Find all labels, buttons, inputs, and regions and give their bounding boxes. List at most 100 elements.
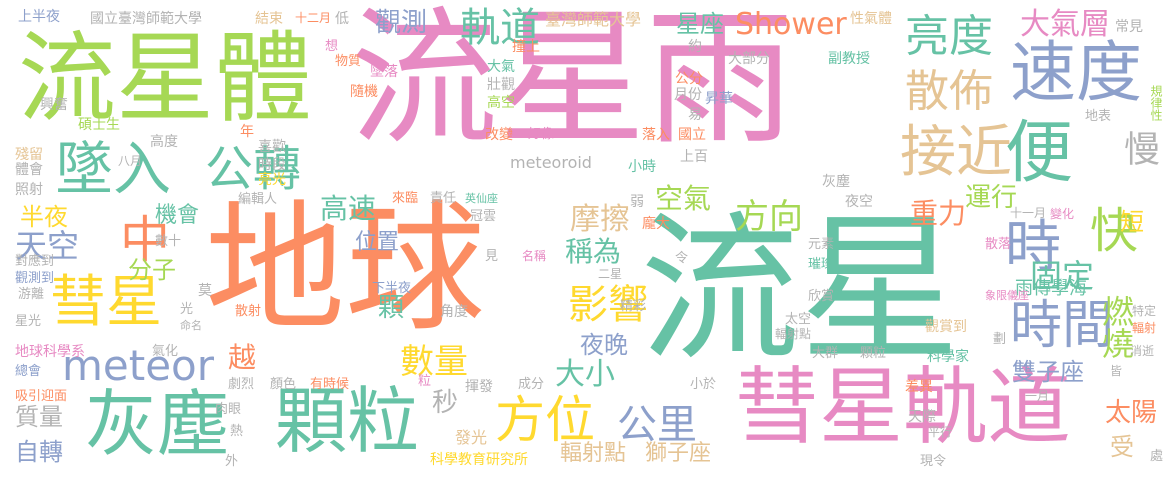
word: 改變 [485, 127, 513, 143]
word: Shower [735, 7, 847, 42]
word: 撞上 [512, 39, 540, 55]
word: 方位 [495, 391, 595, 449]
word: 皆 [1110, 364, 1123, 378]
word: 天空 [15, 227, 80, 265]
word: 科學家 [927, 349, 969, 365]
word: 平行 [928, 425, 953, 439]
word: 雙子座 [1012, 358, 1084, 386]
word: 性氣體 [850, 11, 892, 27]
word: 大氣 [487, 59, 515, 75]
word: 常見 [1115, 19, 1143, 35]
word: 時間 [1010, 296, 1115, 356]
word: 時 [1005, 215, 1061, 280]
word: 殘留 [15, 147, 43, 163]
word: 速度 [1010, 34, 1142, 111]
word: 灰塵 [822, 174, 850, 190]
word: 月份 [674, 87, 702, 103]
word: 觀賞到 [925, 319, 967, 335]
word: 太空 [785, 312, 812, 327]
word: 國立臺灣師範大學 [90, 11, 202, 27]
word: 地球科學系 [15, 344, 85, 360]
word: 公轉 [205, 141, 302, 197]
word: 散落 [985, 237, 1012, 252]
word: 接近 [900, 120, 1012, 185]
word: 揮發 [465, 379, 493, 395]
word: 高度 [150, 134, 178, 150]
word: 亮度 [905, 11, 993, 62]
word: 莫 [198, 283, 212, 299]
word: 自轉 [15, 438, 63, 466]
word: 上百 [680, 149, 708, 165]
word: 肉眼 [215, 402, 242, 417]
word: 固定 [1030, 257, 1095, 295]
word: 興奮 [40, 97, 68, 113]
word: 易 [688, 107, 702, 123]
word: 流星雨 [350, 0, 794, 165]
word: 發光 [455, 428, 488, 447]
word: 見 [485, 249, 499, 264]
word: 觀測到 [15, 271, 55, 286]
word: 慢 [1118, 130, 1159, 166]
word: 分子 [128, 256, 176, 284]
word: 公分 [675, 71, 703, 87]
word: 灰塵 [85, 382, 230, 466]
word: 質量 [15, 403, 63, 431]
word: 數十 [155, 234, 182, 249]
word: 墜落 [370, 64, 398, 80]
word: 數量 [400, 342, 468, 382]
word: 快 [1081, 205, 1137, 253]
word: 中 [120, 211, 170, 269]
word: 地球 [205, 188, 486, 351]
word: 碩士生 [78, 117, 120, 133]
word: 璀璨 [808, 257, 835, 272]
word: 年 [240, 124, 254, 140]
word: 受 [1110, 433, 1134, 461]
word: 小於 [690, 377, 717, 392]
word: 方向 [735, 197, 803, 237]
word: 雨傳學海 [1015, 278, 1087, 299]
word: 顆粒 [275, 379, 420, 463]
word: 散佈 [905, 66, 993, 117]
word: 體會 [15, 162, 43, 178]
word: 成分 [518, 377, 545, 392]
word: 副教授 [828, 51, 870, 67]
word: 下半夜 [372, 281, 412, 296]
word: 燃燒 [1097, 295, 1135, 359]
word: 輻射 [1132, 321, 1157, 335]
word: 英仙座 [465, 192, 498, 205]
word: 星光 [15, 314, 42, 329]
word: 影響 [568, 282, 648, 328]
word: 大部分 [728, 51, 770, 67]
word: 大小 [555, 357, 615, 392]
word: 大氣層 [1020, 7, 1110, 42]
word: 外 [225, 454, 239, 469]
word: 象限儀座 [985, 289, 1029, 302]
word: 約 [688, 39, 702, 55]
word: 亮光 [258, 172, 286, 188]
word: 壯觀 [487, 77, 515, 93]
word: 游離 [18, 287, 45, 302]
word: 摩擦 [570, 202, 630, 237]
word: 消逝 [1130, 344, 1155, 358]
word: 劇烈 [228, 377, 255, 392]
word: 喜歡 [258, 139, 286, 155]
word: 命名 [180, 319, 202, 332]
word: 粒 [418, 374, 432, 389]
word: 夜晚 [580, 331, 628, 359]
word: 照射 [15, 182, 43, 198]
word: 低 [335, 11, 349, 27]
word: 隨機 [350, 84, 378, 100]
word: 變化 [1050, 207, 1075, 221]
word: 高空 [487, 95, 515, 111]
word: 流星 [640, 196, 961, 383]
word: 公里 [617, 402, 697, 448]
word: 臺灣師範大學 [545, 10, 642, 29]
word: 編輯人 [238, 192, 278, 207]
word: 昇華 [705, 91, 733, 107]
word: 欣賞 [808, 289, 835, 304]
word: 輻射點 [560, 441, 627, 466]
word: 空氣 [655, 182, 712, 215]
word: 彗星軌道 [735, 358, 1072, 456]
word: meteor [62, 341, 215, 390]
